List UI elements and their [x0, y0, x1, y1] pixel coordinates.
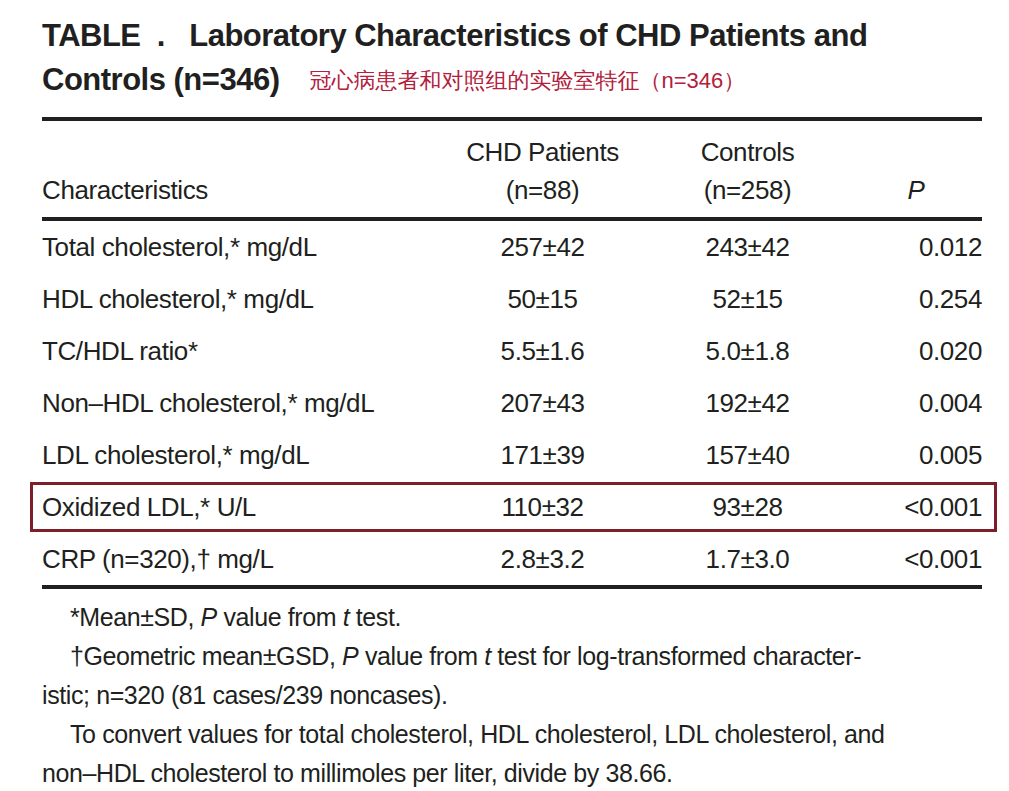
footnote-text-segment: test for log-transformed character- — [491, 642, 861, 670]
cell-chd-value: 207±43 — [440, 388, 645, 419]
column-header-chd-line1: CHD Patients — [466, 133, 619, 171]
footnote-text-segment: To convert values for total cholesterol,… — [70, 720, 885, 748]
cell-p-value: <0.001 — [850, 544, 982, 575]
footnote-text-segment: test. — [349, 603, 401, 631]
table-row: TC/HDL ratio*5.5±1.65.0±1.80.020 — [42, 325, 982, 377]
footnote-line: *Mean±SD, P value from t test. — [42, 598, 982, 637]
cell-characteristic: Total cholesterol,* mg/dL — [42, 232, 440, 263]
cell-chd-value: 5.5±1.6 — [440, 336, 645, 367]
cell-controls-value: 5.0±1.8 — [645, 336, 850, 367]
cell-p-value: 0.004 — [850, 388, 982, 419]
column-header-controls: Controls (n=258) — [645, 133, 850, 209]
column-header-controls-line2: (n=258) — [704, 171, 792, 209]
footnote-text-segment: istic; n=320 (81 cases/239 noncases). — [42, 681, 448, 709]
footnote-line: To convert values for total cholesterol,… — [42, 715, 982, 754]
footnote-text-segment: †Geometric mean±GSD, — [70, 642, 342, 670]
cell-controls-value: 192±42 — [645, 388, 850, 419]
footnote-italic-segment: P — [342, 642, 358, 670]
cell-characteristic: Non–HDL cholesterol,* mg/dL — [42, 388, 440, 419]
table-bottom-rule — [42, 585, 982, 589]
footnote-text-segment: value from — [358, 642, 484, 670]
cell-characteristic: LDL cholesterol,* mg/dL — [42, 440, 440, 471]
cell-chd-value: 110±32 — [440, 492, 645, 523]
table-row: HDL cholesterol,* mg/dL50±1552±150.254 — [42, 273, 982, 325]
cell-p-value: 0.005 — [850, 440, 982, 471]
column-header-chd-line2: (n=88) — [506, 171, 579, 209]
journal-table-figure: TABLE . Laboratory Characteristics of CH… — [0, 0, 1009, 791]
table-row: LDL cholesterol,* mg/dL171±39157±400.005 — [42, 429, 982, 481]
cell-characteristic: HDL cholesterol,* mg/dL — [42, 284, 440, 315]
footnote-text-segment: value from — [217, 603, 343, 631]
column-header-p-value: P — [850, 171, 982, 209]
cell-controls-value: 1.7±3.0 — [645, 544, 850, 575]
table-title-translation-zh: 冠心病患者和对照组的实验室特征（n=346） — [309, 68, 745, 93]
table-title-line2: Controls (n=346) — [42, 62, 279, 97]
table-row: CRP (n=320),† mg/L2.8±3.21.7±3.0<0.001 — [42, 533, 982, 585]
cell-p-value: 0.020 — [850, 336, 982, 367]
table-footnotes: *Mean±SD, P value from t test.†Geometric… — [42, 598, 982, 791]
table-body: Total cholesterol,* mg/dL257±42243±420.0… — [42, 221, 982, 585]
table-row: Total cholesterol,* mg/dL257±42243±420.0… — [42, 221, 982, 273]
cell-characteristic: Oxidized LDL,* U/L — [42, 492, 440, 523]
cell-controls-value: 52±15 — [645, 284, 850, 315]
footnote-text-segment: *Mean±SD, — [70, 603, 201, 631]
column-header-characteristics: Characteristics — [42, 171, 440, 209]
footnote-text-segment: non–HDL cholesterol to millimoles per li… — [42, 759, 673, 787]
cell-controls-value: 157±40 — [645, 440, 850, 471]
cell-chd-value: 257±42 — [440, 232, 645, 263]
cell-p-value: 0.012 — [850, 232, 982, 263]
table-title: TABLE . Laboratory Characteristics of CH… — [42, 14, 982, 103]
column-header-controls-line1: Controls — [701, 133, 795, 171]
footnote-line: †Geometric mean±GSD, P value from t test… — [42, 637, 982, 676]
table-title-line1: TABLE . Laboratory Characteristics of CH… — [42, 18, 867, 53]
footnote-italic-segment: P — [201, 603, 217, 631]
cell-controls-value: 243±42 — [645, 232, 850, 263]
cell-characteristic: TC/HDL ratio* — [42, 336, 440, 367]
cell-p-value: 0.254 — [850, 284, 982, 315]
cell-characteristic: CRP (n=320),† mg/L — [42, 544, 440, 575]
footnote-line: non–HDL cholesterol to millimoles per li… — [42, 754, 982, 791]
cell-chd-value: 2.8±3.2 — [440, 544, 645, 575]
table-row-highlighted: Oxidized LDL,* U/L110±3293±28<0.001 — [42, 481, 982, 533]
column-header-chd-patients: CHD Patients (n=88) — [440, 133, 645, 209]
cell-chd-value: 50±15 — [440, 284, 645, 315]
cell-chd-value: 171±39 — [440, 440, 645, 471]
cell-p-value: <0.001 — [850, 492, 982, 523]
table-header-row: Characteristics CHD Patients (n=88) Cont… — [42, 121, 982, 217]
table-row: Non–HDL cholesterol,* mg/dL207±43192±420… — [42, 377, 982, 429]
footnote-line: istic; n=320 (81 cases/239 noncases). — [42, 676, 982, 715]
cell-controls-value: 93±28 — [645, 492, 850, 523]
